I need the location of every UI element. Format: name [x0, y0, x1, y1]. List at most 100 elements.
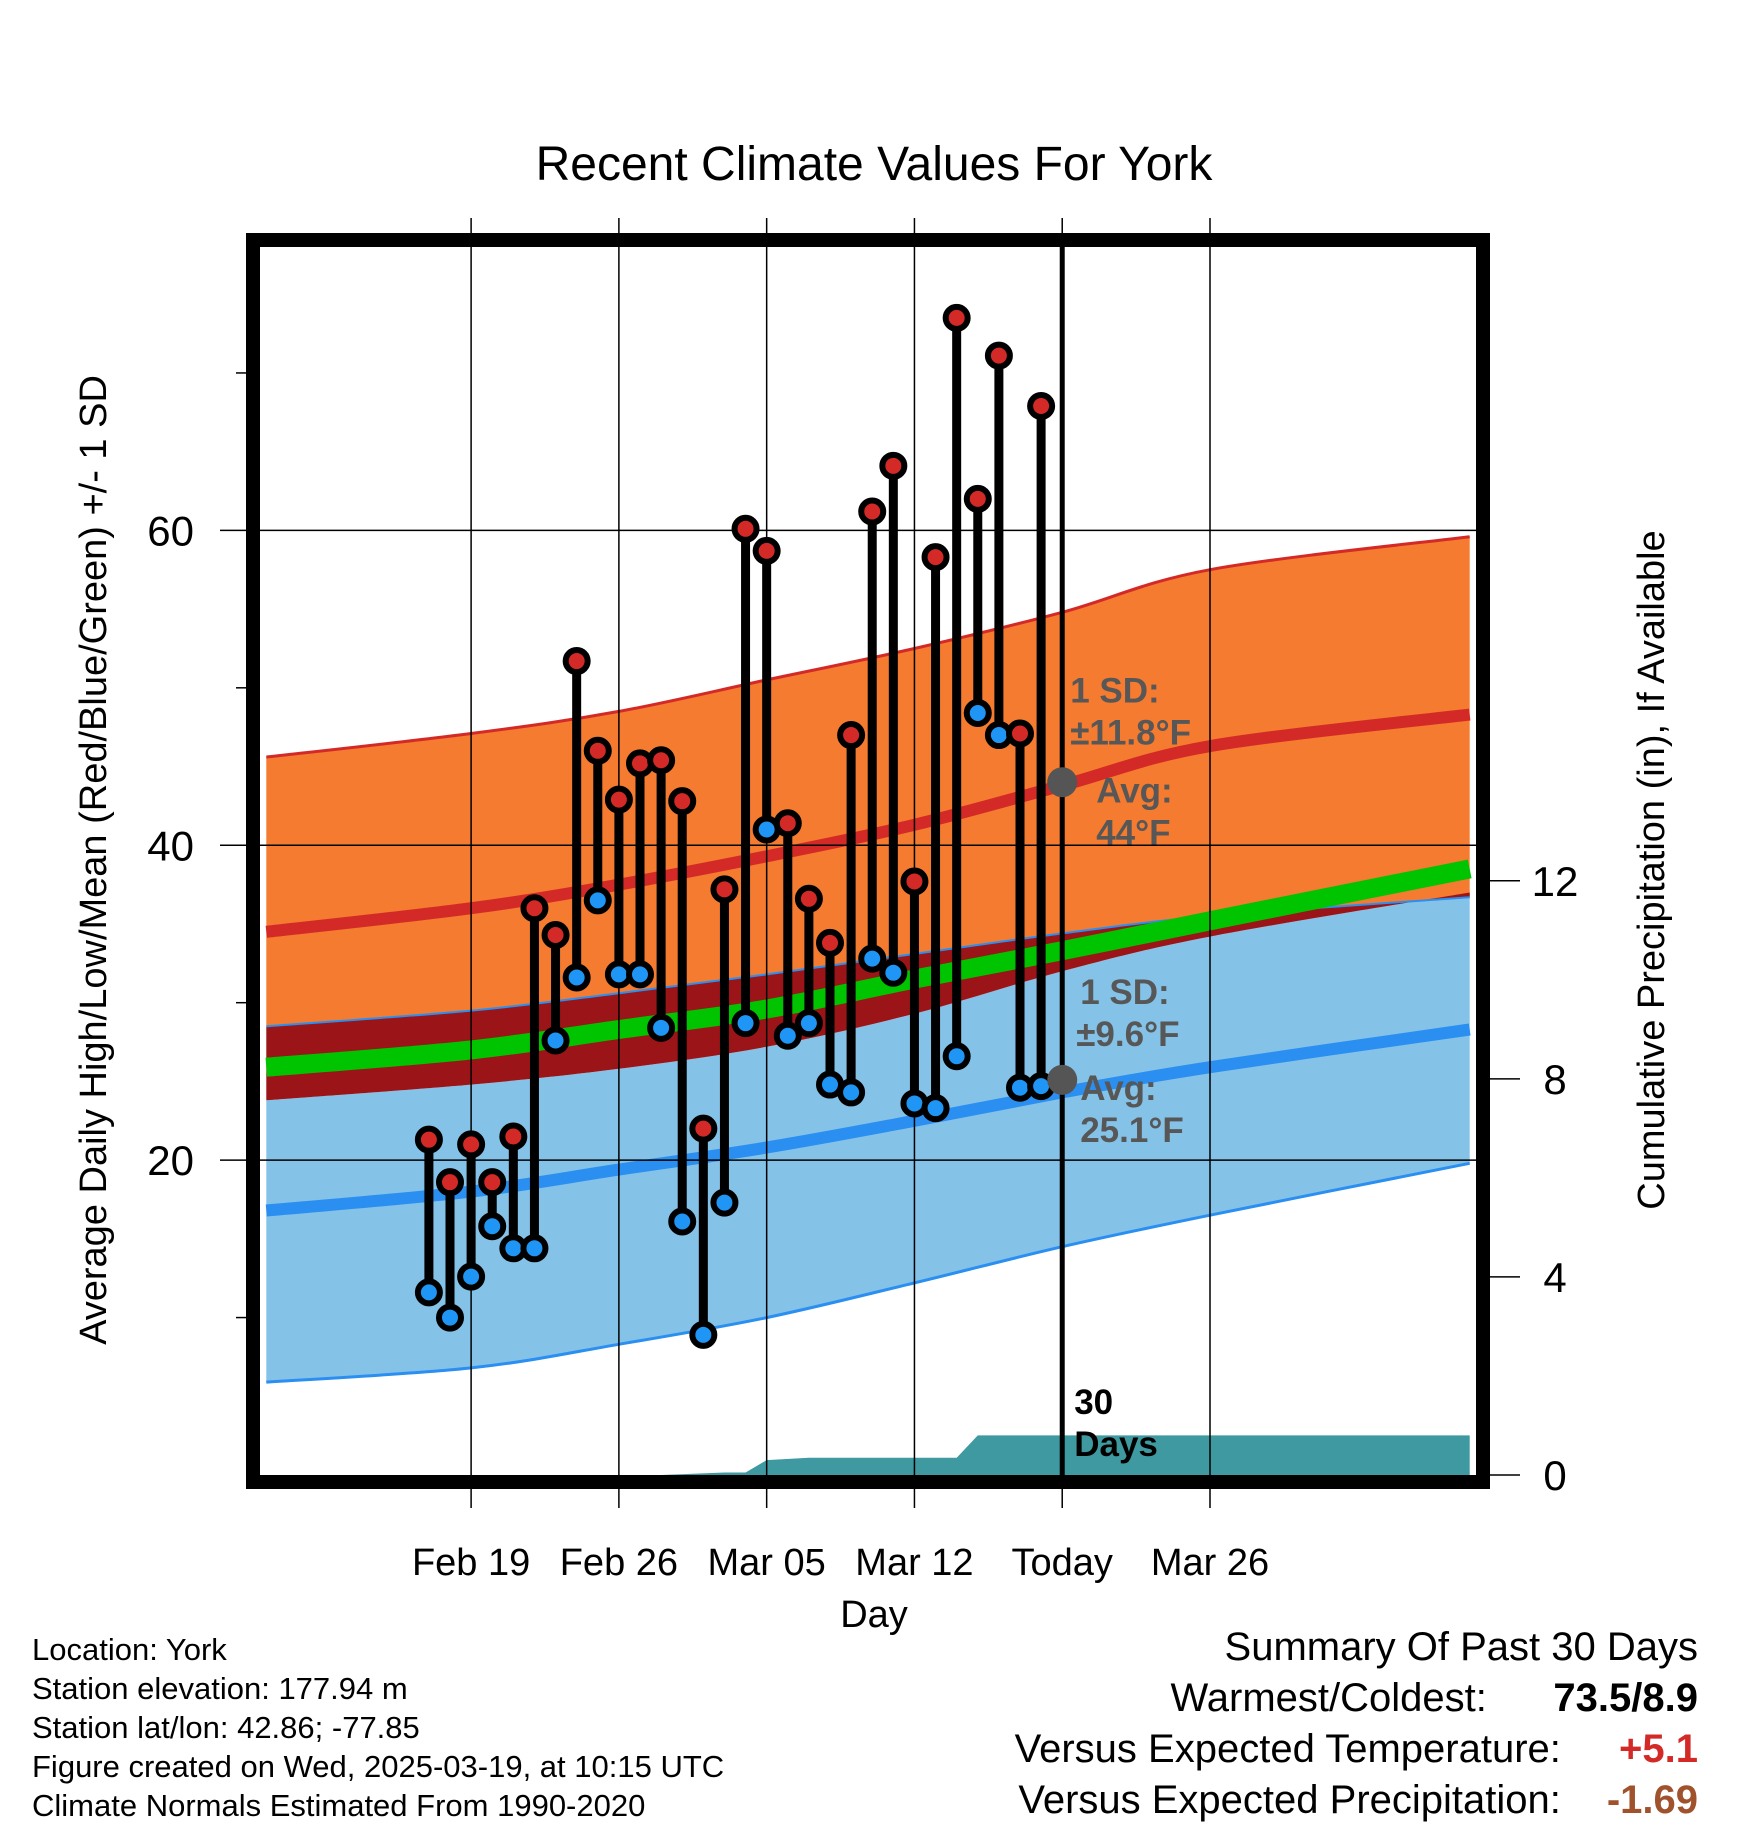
high-point [1027, 392, 1056, 421]
y-tick-label: 60 [147, 507, 194, 554]
high-point [583, 736, 612, 765]
low-point [837, 1078, 866, 1107]
summary-precip-row: Versus Expected Precipitation: -1.69 [1015, 1775, 1698, 1826]
high-avg-label: Avg: [1096, 771, 1172, 810]
high-point [794, 884, 823, 913]
summary-temp-row: Versus Expected Temperature: +5.1 [1015, 1724, 1698, 1775]
high-point [731, 514, 760, 543]
x-axis-label: Day [840, 1594, 908, 1636]
low-point [710, 1188, 739, 1217]
high-point [921, 543, 950, 572]
low-point [794, 1009, 823, 1038]
high-point [436, 1168, 464, 1197]
high-point [668, 787, 697, 816]
high-point [562, 647, 591, 676]
low-sd-value: ±9.6°F [1076, 1015, 1179, 1054]
x-tick-label: Mar 05 [708, 1542, 826, 1584]
y-tick-label: 20 [147, 1137, 194, 1184]
low-sd-label: 1 SD: [1080, 973, 1169, 1012]
high-point [499, 1122, 528, 1151]
high-point [710, 875, 739, 904]
low-point [858, 944, 887, 973]
high-point [963, 484, 992, 513]
high-point [457, 1130, 486, 1159]
high-point [900, 867, 929, 896]
low-point [921, 1094, 950, 1123]
high-point [1006, 719, 1034, 748]
low-sd-band [266, 892, 1470, 1383]
y2-axis-label: Cumulative Precipitation (in), If Availa… [1631, 530, 1673, 1209]
high-sd-label: 1 SD: [1070, 671, 1159, 710]
low-point [689, 1320, 718, 1349]
precipitation-area [428, 1435, 1470, 1475]
x-tick-label: Mar 12 [855, 1542, 973, 1584]
low-point [731, 1009, 760, 1038]
low-avg-value: 25.1°F [1080, 1111, 1184, 1150]
low-point [879, 958, 908, 987]
elevation-text: Station elevation: 177.94 m [32, 1671, 408, 1706]
plot-frame [246, 233, 1490, 1489]
y2-tick-label: 0 [1543, 1452, 1566, 1499]
high-point [520, 894, 549, 923]
high-point [647, 746, 676, 775]
low-point [478, 1212, 507, 1241]
high-point [752, 536, 781, 565]
x-tick-label: Today [1012, 1542, 1113, 1584]
high-point [414, 1125, 443, 1154]
low-point [773, 1021, 802, 1050]
y-tick-label: 40 [147, 822, 194, 869]
low-point [414, 1278, 443, 1307]
low-point [436, 1303, 464, 1332]
high-point [837, 721, 866, 750]
x-tick-label: Feb 19 [412, 1542, 530, 1584]
today-days-number: 30 [1074, 1383, 1113, 1422]
low-point [942, 1042, 971, 1071]
summary-title: Summary Of Past 30 Days [1224, 1625, 1698, 1669]
low-point [668, 1207, 697, 1236]
low-point [562, 963, 591, 992]
location-text: Location: York [32, 1632, 227, 1667]
today-days-label: Days [1074, 1425, 1158, 1464]
x-tick-label: Mar 26 [1151, 1542, 1269, 1584]
warmest-label: Warmest/Coldest: [1170, 1676, 1487, 1720]
high-point [942, 303, 971, 332]
temp-value: +5.1 [1619, 1727, 1698, 1771]
y2-tick-label: 12 [1532, 858, 1579, 905]
high-point [984, 341, 1013, 370]
y2-tick-label: 4 [1543, 1254, 1566, 1301]
high-point [541, 920, 570, 949]
low-point [457, 1262, 486, 1291]
x-tick-label: Feb 26 [560, 1542, 678, 1584]
precip-label: Versus Expected Precipitation: [1018, 1778, 1561, 1822]
high-point [773, 809, 802, 838]
chart-title: Recent Climate Values For York [536, 138, 1214, 191]
high-point [689, 1114, 718, 1143]
summary-warmest-row: Warmest/Coldest: 73.5/8.9 [1015, 1673, 1699, 1724]
temp-label: Versus Expected Temperature: [1014, 1727, 1561, 1771]
precip-value: -1.69 [1606, 1778, 1698, 1822]
low-avg-label: Avg: [1080, 1069, 1156, 1108]
high-point [879, 451, 908, 480]
low-point [583, 886, 612, 915]
low-point [963, 699, 992, 728]
low-point [520, 1234, 549, 1263]
high-point [604, 785, 633, 814]
station-info: Location: York Station elevation: 177.94… [32, 1630, 724, 1825]
low-point [647, 1013, 676, 1042]
y2-tick-label: 8 [1543, 1056, 1566, 1103]
high-sd-value: ±11.8°F [1070, 713, 1191, 752]
latlon-text: Station lat/lon: 42.86; -77.85 [32, 1710, 420, 1745]
warmest-value: 73.5/8.9 [1553, 1676, 1698, 1720]
created-text: Figure created on Wed, 2025-03-19, at 10… [32, 1749, 725, 1784]
high-point [858, 497, 887, 526]
high-average-marker [1047, 767, 1078, 798]
normals-text: Climate Normals Estimated From 1990-2020 [32, 1788, 646, 1823]
high-point [816, 928, 844, 957]
y-axis-label: Average Daily High/Low/Mean (Red/Blue/Gr… [73, 375, 115, 1345]
low-point [541, 1026, 570, 1055]
low-average-marker [1047, 1064, 1078, 1095]
low-point [626, 960, 654, 989]
high-avg-value: 44°F [1096, 813, 1170, 852]
